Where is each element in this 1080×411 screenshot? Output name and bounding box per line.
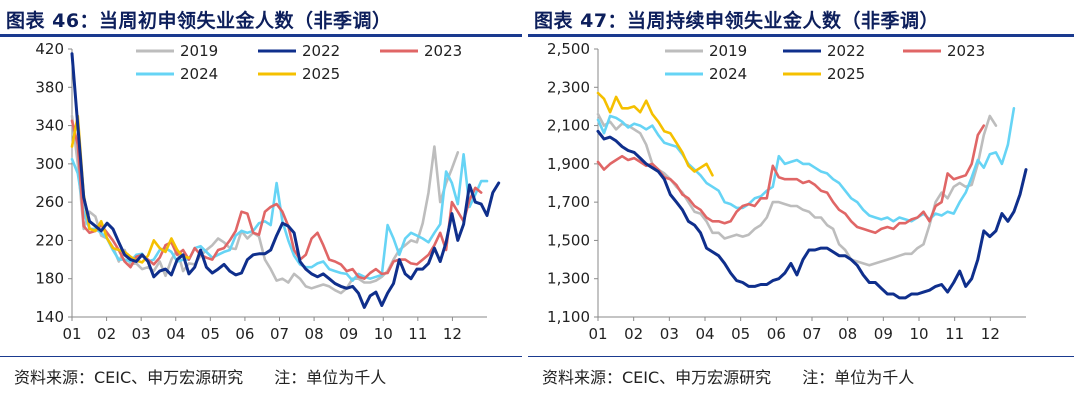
legend-label-2019: 2019: [709, 42, 747, 60]
y-tick-label: 380: [35, 78, 64, 96]
source-line: 资料来源：CEIC、申万宏源研究 注：单位为千人: [14, 364, 386, 388]
x-tick-label: 01: [62, 325, 81, 343]
x-tick-label: 10: [374, 325, 393, 343]
unit-note: 注：单位为千人: [274, 368, 387, 387]
x-tick-label: 07: [802, 325, 821, 343]
x-tick-label: 03: [660, 325, 679, 343]
y-tick-label: 2,500: [547, 40, 590, 58]
legend-label-2022: 2022: [827, 42, 865, 60]
series-line-2022: [596, 129, 1028, 300]
x-tick-label: 06: [767, 325, 786, 343]
x-tick-label: 06: [235, 325, 254, 343]
source-text: 资料来源：CEIC、申万宏源研究: [14, 368, 244, 387]
legend-label-2025: 2025: [302, 65, 340, 83]
source-rule: [0, 356, 522, 357]
x-tick-label: 05: [201, 325, 220, 343]
line-chart-initial-claims: 140 180 220 260 300 340 380 420 01 02 03 04 05 06 07 08…: [35, 40, 501, 343]
x-tick-label: 09: [874, 325, 893, 343]
legend-label-2019: 2019: [180, 42, 218, 60]
chart-panel-continuing-claims: 图表 47：当周持续申领失业金人数（非季调） 1,100 1,300 1,500 1,…: [528, 0, 1080, 411]
y-tick-label: 1,100: [547, 308, 590, 326]
x-tick-label: 11: [408, 325, 427, 343]
x-tick-label: 08: [305, 325, 324, 343]
y-tick-label: 180: [35, 270, 64, 288]
x-tick-label: 10: [909, 325, 928, 343]
legend-label-2022: 2022: [302, 42, 340, 60]
legend-label-2023: 2023: [424, 42, 462, 60]
legend-label-2024: 2024: [180, 65, 218, 83]
unit-note: 注：单位为千人: [802, 368, 915, 387]
line-chart-continuing-claims: 1,100 1,300 1,500 1,700 1,900 2,100 2,300 2,500…: [547, 40, 1028, 343]
y-tick-label: 340: [35, 117, 64, 135]
legend-label-2025: 2025: [827, 65, 865, 83]
y-tick-label: 140: [35, 308, 64, 326]
series-line-2023: [70, 119, 483, 280]
y-tick-label: 1,900: [547, 155, 590, 173]
x-tick-label: 09: [339, 325, 358, 343]
series-line-2025: [70, 114, 191, 264]
x-tick-label: 04: [695, 325, 714, 343]
series-line-2019: [70, 114, 460, 295]
x-tick-label: 12: [443, 325, 462, 343]
source-rule: [528, 356, 1074, 357]
x-tick-label: 12: [981, 325, 1000, 343]
source-text: 资料来源：CEIC、申万宏源研究: [542, 368, 772, 387]
x-tick-label: 01: [588, 325, 607, 343]
chart-panel-initial-claims: 图表 46：当周初申领失业金人数（非季调） 140 180 220 260 300 340…: [0, 0, 528, 411]
series-line-2023: [596, 124, 986, 235]
series-line-2022: [70, 52, 501, 309]
x-tick-label: 02: [624, 325, 643, 343]
title-rule: [0, 34, 522, 37]
y-tick-label: 1,500: [547, 231, 590, 249]
x-tick-label: 02: [97, 325, 116, 343]
x-tick-label: 05: [731, 325, 750, 343]
series-line-2024: [596, 107, 1016, 223]
chart-title: 图表 46：当周初申领失业金人数（非季调）: [6, 10, 392, 32]
title-rule: [528, 34, 1074, 37]
legend-label-2023: 2023: [947, 42, 985, 60]
y-tick-label: 1,700: [547, 193, 590, 211]
x-tick-label: 07: [270, 325, 289, 343]
y-tick-label: 2,100: [547, 117, 590, 135]
x-tick-label: 08: [838, 325, 857, 343]
y-tick-label: 2,300: [547, 78, 590, 96]
y-tick-label: 220: [35, 231, 64, 249]
legend-label-2024: 2024: [709, 65, 747, 83]
x-tick-label: 04: [166, 325, 185, 343]
y-tick-label: 420: [35, 40, 64, 58]
series-line-2025: [596, 91, 714, 177]
y-tick-label: 300: [35, 155, 64, 173]
y-tick-label: 260: [35, 193, 64, 211]
source-line: 资料来源：CEIC、申万宏源研究 注：单位为千人: [542, 364, 914, 388]
x-tick-label: 03: [132, 325, 151, 343]
chart-title: 图表 47：当周持续申领失业金人数（非季调）: [534, 10, 940, 32]
series-line-2019: [596, 112, 998, 267]
x-tick-label: 11: [945, 325, 964, 343]
y-tick-label: 1,300: [547, 270, 590, 288]
